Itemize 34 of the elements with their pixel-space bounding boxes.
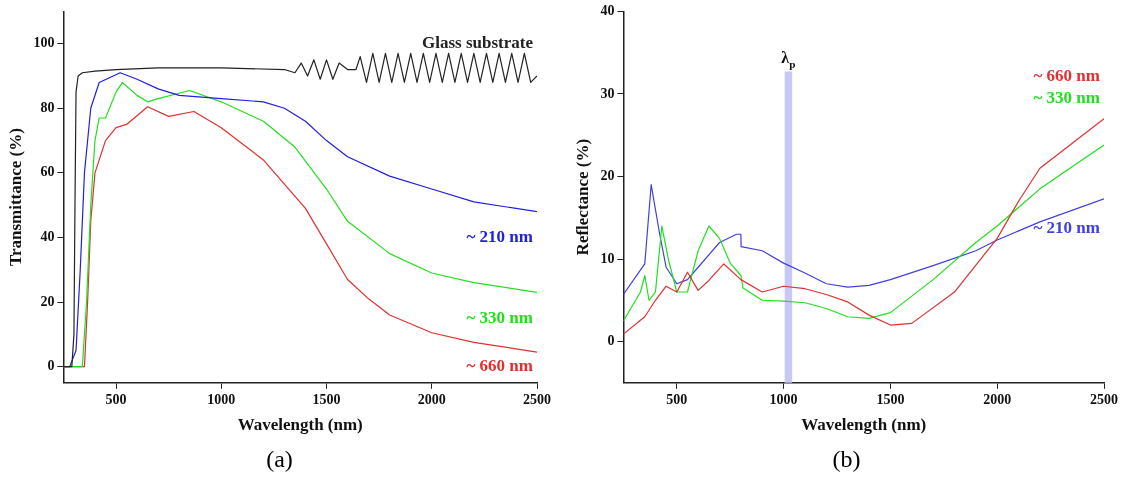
text: ~ 330 nm	[1033, 88, 1100, 108]
series-label: ~ 660 nm	[466, 356, 533, 376]
y-tick-label: 60	[40, 164, 55, 180]
x-tick-label: 2000	[983, 391, 1012, 407]
x-tick-label: 1000	[207, 391, 236, 407]
y-tick-label: 10	[600, 250, 615, 266]
x-tick-label: 1500	[876, 391, 905, 407]
x-tick-label: 1000	[769, 391, 798, 407]
y-tick-label: 20	[40, 293, 55, 309]
y-axis-title: Reflectance (%)	[572, 138, 592, 256]
series-label: ~ 660 nm	[1033, 66, 1100, 86]
x-tick-label: 2000	[417, 391, 446, 407]
y-tick-label: 80	[40, 99, 55, 115]
y-tick-label: 20	[600, 168, 615, 184]
x-tick-label: 1500	[312, 391, 341, 407]
x-axis-title: Wavelength (nm)	[237, 415, 363, 435]
y-tick-label: 0	[607, 333, 615, 349]
series-label: ~ 210 nm	[1033, 218, 1100, 238]
x-tick-label: 2500	[523, 391, 551, 407]
y-tick-label: 40	[40, 229, 55, 245]
x-axis-title: Wavelength (nm)	[801, 415, 927, 435]
y-axis-title: Transmittance (%)	[5, 128, 25, 267]
y-tick-label: 100	[33, 35, 55, 51]
y-tick-label: 40	[600, 3, 615, 19]
x-tick-label: 2500	[1090, 391, 1118, 407]
text: (a)	[266, 446, 293, 473]
series-label: Glass substrate	[422, 33, 534, 53]
x-tick-label: 500	[105, 391, 127, 407]
y-tick-label: 30	[600, 85, 615, 101]
y-tick-label: 0	[47, 358, 55, 374]
series-label: ~ 330 nm	[466, 307, 533, 327]
series-label: ~ 210 nm	[466, 227, 533, 247]
x-tick-label: 500	[666, 391, 688, 407]
text: (b)	[832, 446, 861, 473]
